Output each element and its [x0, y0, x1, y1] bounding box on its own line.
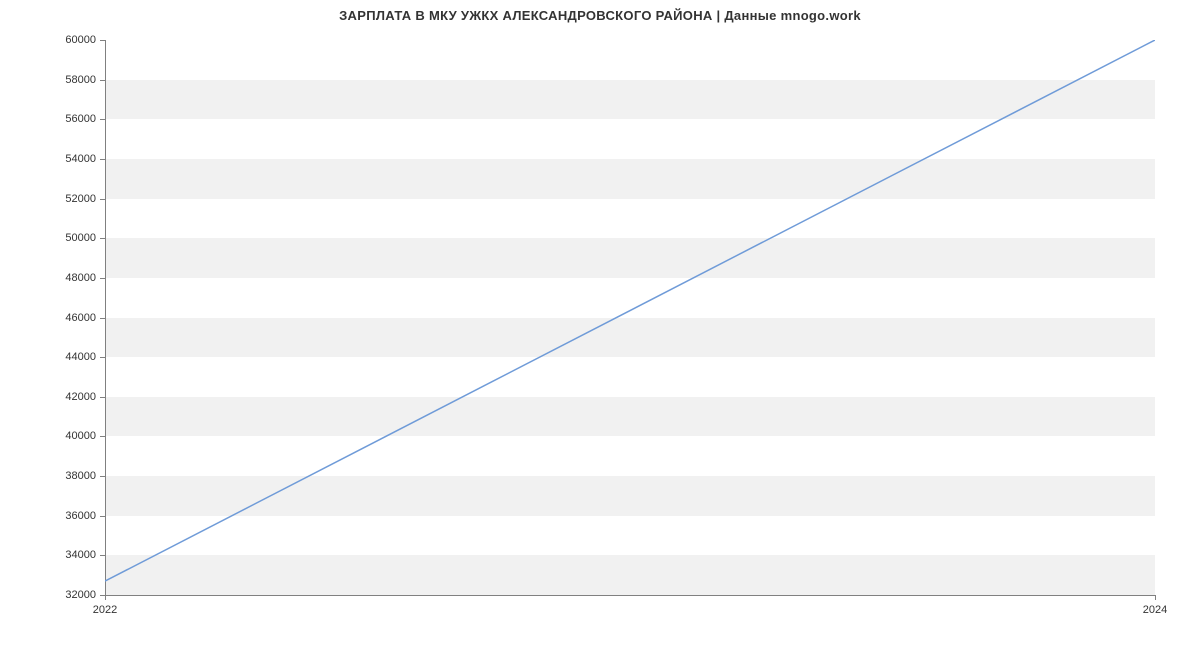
series-line-salary	[105, 40, 1155, 581]
x-axis-line	[105, 595, 1155, 596]
y-tick-label: 56000	[36, 113, 96, 125]
y-tick-label: 48000	[36, 272, 96, 284]
y-tick-label: 50000	[36, 232, 96, 244]
x-tick	[1155, 595, 1156, 600]
y-tick-label: 40000	[36, 430, 96, 442]
y-tick-label: 58000	[36, 74, 96, 86]
salary-line-chart: ЗАРПЛАТА В МКУ УЖКХ АЛЕКСАНДРОВСКОГО РАЙ…	[0, 0, 1200, 650]
y-tick-label: 60000	[36, 34, 96, 46]
y-tick-label: 36000	[36, 510, 96, 522]
y-tick-label: 46000	[36, 312, 96, 324]
y-tick-label: 32000	[36, 589, 96, 601]
x-tick-label: 2024	[1143, 604, 1167, 616]
x-tick	[105, 595, 106, 600]
plot-area: 3200034000360003800040000420004400046000…	[105, 40, 1155, 595]
x-tick-label: 2022	[93, 604, 117, 616]
series-layer	[105, 40, 1155, 595]
y-tick-label: 34000	[36, 549, 96, 561]
chart-title: ЗАРПЛАТА В МКУ УЖКХ АЛЕКСАНДРОВСКОГО РАЙ…	[0, 8, 1200, 23]
y-tick-label: 52000	[36, 193, 96, 205]
y-tick-label: 44000	[36, 351, 96, 363]
y-tick-label: 38000	[36, 470, 96, 482]
y-tick-label: 42000	[36, 391, 96, 403]
y-tick-label: 54000	[36, 153, 96, 165]
